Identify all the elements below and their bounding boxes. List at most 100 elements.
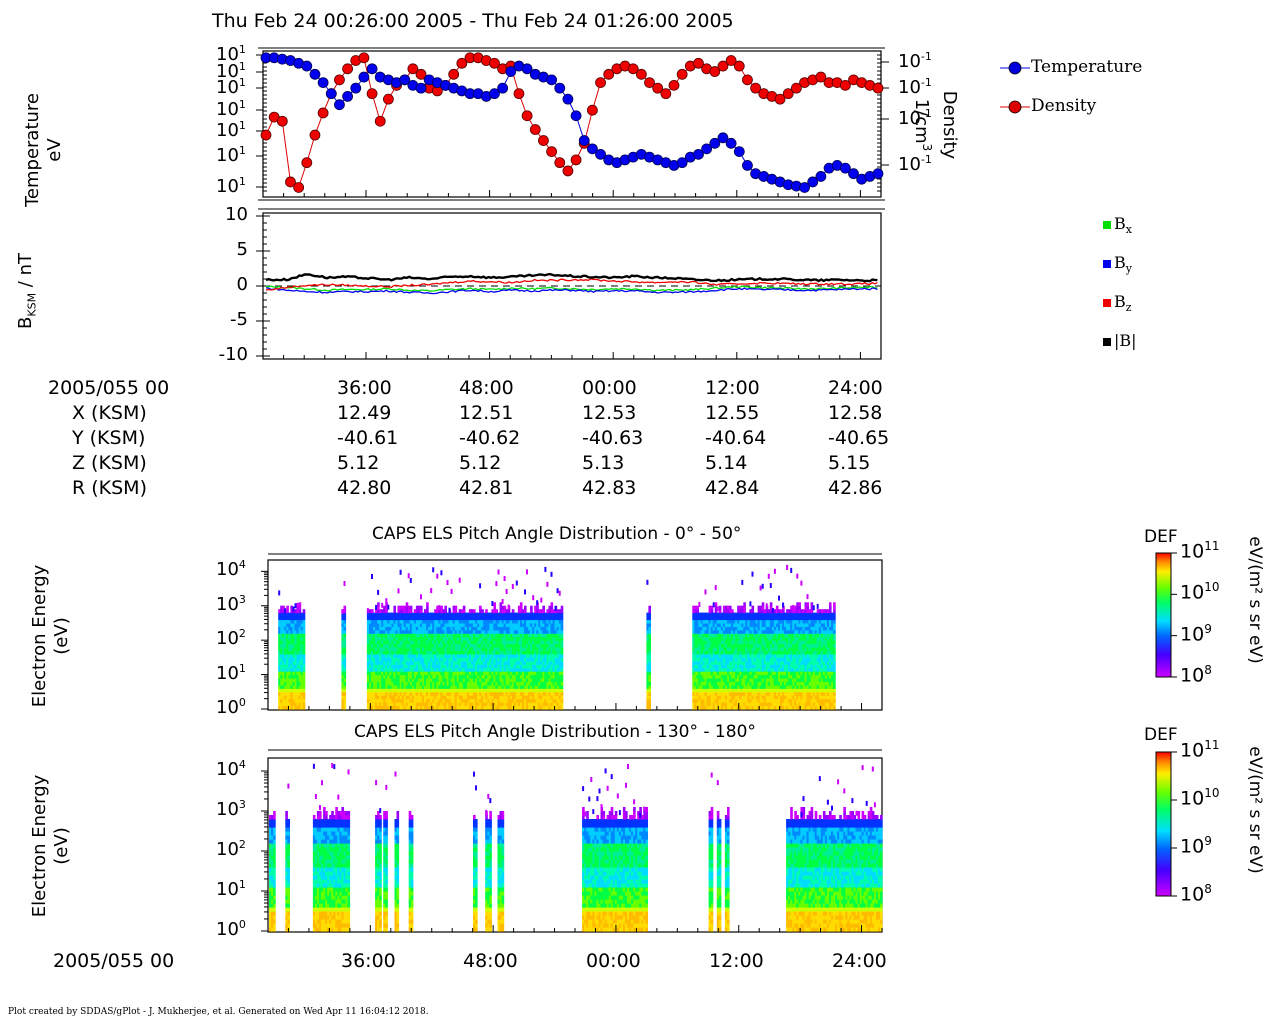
bfield-label-sub: KSM (25, 292, 39, 317)
density-point (693, 57, 704, 69)
density-point (456, 57, 468, 69)
ephemeris-value: 12.58 (828, 402, 883, 424)
panel4-energy-tick: 100 (216, 918, 246, 940)
bfield-label-b: B (15, 316, 36, 329)
temperature-tick-base: 10 (216, 61, 239, 82)
ephemeris-row-label: R (KSM) (72, 477, 147, 499)
density-point (554, 157, 566, 169)
ephemeris-value: 42.86 (828, 477, 883, 499)
density-tick-base: 10 (898, 108, 921, 129)
panel3-ylabel-line2: (eV) (51, 617, 72, 655)
temperature-tick-exp: 1 (238, 76, 246, 89)
panel4-energy-tick: 102 (216, 838, 246, 860)
panel4-energy-tick-base: 10 (216, 799, 239, 820)
temperature-tick-base: 10 (216, 44, 239, 65)
colorbar3-tick-base: 10 (1180, 664, 1205, 687)
temperature-point (497, 82, 509, 94)
footer-credit: Plot created by SDDAS/gPlot - J. Mukherj… (8, 1007, 429, 1017)
temperature-point (342, 91, 354, 102)
ephemeris-value: 5.12 (459, 452, 502, 474)
temperature-point (733, 146, 745, 158)
density-point (782, 88, 794, 100)
colorbar4-tick-base: 10 (1180, 835, 1205, 858)
ephemeris-value: -40.64 (705, 427, 767, 449)
bfield-legend-item: Bx (1103, 214, 1132, 236)
colorbar4-tick: 1011 (1180, 738, 1219, 761)
ephemeris-time: 00:00 (582, 377, 637, 399)
density-point (750, 82, 761, 94)
panel4-ylabel-line2: (eV) (51, 827, 72, 865)
panel3-energy-tick-exp: 3 (238, 592, 246, 606)
density-point (595, 77, 606, 88)
ephemeris-value: 42.80 (337, 477, 392, 499)
temperature-point (334, 99, 345, 111)
density-point (342, 63, 354, 75)
density-tick-exp: -1 (920, 50, 932, 63)
density-point (733, 60, 745, 72)
temperature-point (701, 143, 713, 155)
density-tick: 10-1 (898, 107, 932, 129)
temperature-point (366, 63, 378, 75)
ephemeris-time: 24:00 (828, 377, 883, 399)
panel3-spectrogram (278, 564, 836, 710)
colorbar3-tick: 1011 (1180, 539, 1219, 562)
ephemeris-time: 36:00 (337, 377, 392, 399)
panel3-energy-tick-exp: 4 (238, 558, 246, 572)
bottom-x-tick: 12:00 (709, 950, 764, 972)
bfield-legend-sub: x (1125, 223, 1132, 237)
density-point (603, 68, 615, 80)
bfield-legend-text: B (1114, 214, 1126, 233)
ephemeris-value: 12.49 (337, 402, 392, 424)
panel3-energy-tick-base: 10 (216, 628, 239, 650)
density-point (529, 124, 541, 135)
panel4-energy-tick-base: 10 (216, 919, 239, 940)
density-point (742, 74, 753, 86)
temperature-point (578, 135, 590, 146)
density-tick-exp: -1 (920, 76, 932, 89)
density-points (260, 52, 884, 193)
ephemeris-time: 12:00 (705, 377, 760, 399)
ephemeris-value: -40.63 (582, 427, 644, 449)
temperature-point (725, 137, 737, 149)
ephemeris-value: -40.62 (459, 427, 521, 449)
colorbar3-title: DEF (1144, 527, 1178, 547)
temperature-tick-base: 10 (216, 99, 239, 120)
temperature-point (309, 68, 321, 80)
temperature-point (317, 77, 329, 88)
bfield-tick: 10 (225, 204, 248, 225)
legend-marker-density (1000, 100, 1030, 114)
density-point (358, 52, 370, 64)
ephemeris-value: 42.81 (459, 477, 514, 499)
panel3-energy-tick-exp: 0 (238, 696, 246, 709)
temperature-point (546, 74, 557, 86)
plot-title: Thu Feb 24 00:26:00 2005 - Thu Feb 24 01… (212, 10, 734, 32)
colorbar4-tick-base: 10 (1180, 787, 1205, 810)
bfield-legend-swatch (1103, 298, 1111, 307)
magnetic-field-lines (265, 272, 878, 295)
bottom-x-tick: 36:00 (341, 950, 396, 972)
density-point (627, 63, 639, 75)
colorbar3-tick-base: 10 (1180, 622, 1205, 645)
colorbar4-tick: 108 (1180, 882, 1212, 905)
density-point (774, 93, 786, 105)
density-tick-base: 10 (898, 51, 921, 72)
density-label-line1: Density (939, 90, 960, 160)
panel4-energy-tick-exp: 2 (238, 838, 246, 851)
temperature-tick: 101 (216, 43, 246, 65)
colorbar4-tick-exp: 10 (1204, 786, 1220, 800)
density-point (260, 129, 272, 141)
panel3-energy-tick: 104 (216, 558, 246, 580)
temperature-point (562, 93, 574, 105)
ephemeris-row-label: Z (KSM) (72, 452, 147, 474)
density-point (382, 93, 394, 105)
density-point (668, 79, 680, 91)
density-point (276, 115, 288, 127)
colorbar3-unit: eV/(m² s sr eV) (1245, 520, 1265, 680)
temperature-point (358, 71, 370, 83)
ephemeris-time: 48:00 (459, 377, 514, 399)
colorbar3-unit-text: eV/(m² s sr eV) (1245, 536, 1265, 664)
temperature-tick-base: 10 (216, 145, 239, 166)
panel2-y-ticks (256, 215, 270, 357)
colorbar3-tick-exp: 9 (1204, 621, 1212, 636)
temperature-point (554, 82, 566, 94)
